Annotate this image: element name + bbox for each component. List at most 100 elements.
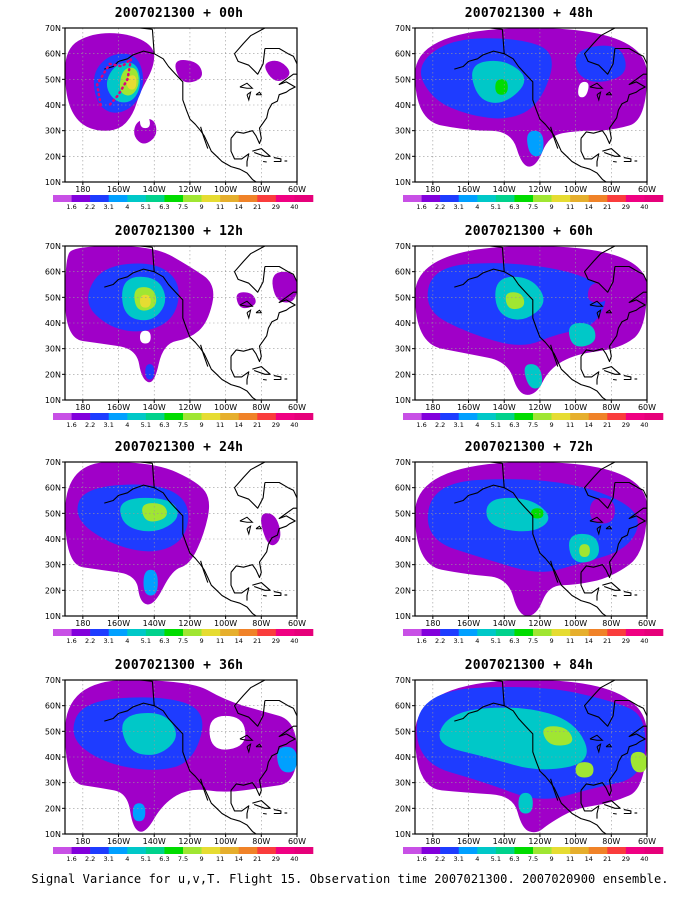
longitude-label: 160W xyxy=(457,837,480,844)
coastline xyxy=(602,800,621,809)
longitude-label: 120W xyxy=(178,185,201,192)
longitude-label: 120W xyxy=(178,403,201,410)
colorbar-label: 14 xyxy=(235,637,243,644)
longitude-label: 120W xyxy=(178,619,201,626)
longitude-label: 80W xyxy=(602,837,620,844)
coastline xyxy=(153,487,257,616)
colorbar-label: 29 xyxy=(272,421,280,428)
latitude-label: 20N xyxy=(45,586,61,595)
coastline xyxy=(454,247,505,288)
longitude-label: 60W xyxy=(638,403,656,410)
latitude-label: 70N xyxy=(395,24,411,33)
coastline xyxy=(583,246,616,293)
coastline xyxy=(233,680,266,727)
coastline xyxy=(104,246,153,248)
variance-contour xyxy=(587,283,610,303)
forecast-panel: 2007021300 + 84h 70N 60N 50N 40N 30N 20N 10N 180… xyxy=(379,652,679,862)
colorbar-label: 6.3 xyxy=(509,855,519,862)
longitude-label: 60W xyxy=(638,837,656,844)
variance-contour xyxy=(439,707,587,770)
flight-track xyxy=(95,55,133,107)
colorbar-label: 7.5 xyxy=(528,855,538,862)
coastline xyxy=(200,560,209,583)
longitude-label: 140W xyxy=(493,185,516,192)
variance-contour xyxy=(527,130,544,157)
colorbar-label: 5.1 xyxy=(491,637,501,644)
colorbar-label: 14 xyxy=(235,855,243,862)
longitude-label: 80W xyxy=(252,837,270,844)
longitude-label: 100W xyxy=(214,619,237,626)
longitude-label: 100W xyxy=(564,403,587,410)
colorbar-label: 14 xyxy=(585,855,593,862)
latitude-label: 10N xyxy=(395,178,411,187)
panel-title: 2007021300 + 48h xyxy=(464,6,594,21)
coastline xyxy=(104,463,155,504)
longitude-label: 120W xyxy=(528,403,551,410)
coastline xyxy=(104,247,155,288)
variance-contour xyxy=(175,59,203,83)
coastline xyxy=(583,680,616,727)
colorbar: 1.6 2.2 3.1 4 5.1 6.3 7.5 9 11 14 21 29 40 xyxy=(53,413,314,428)
coastline xyxy=(503,705,607,834)
longitude-label: 80W xyxy=(602,185,620,192)
coastline xyxy=(613,160,617,163)
colorbar-label: 3.1 xyxy=(104,637,114,644)
variance-contour xyxy=(575,762,594,778)
coastline xyxy=(252,148,271,157)
latitude-label: 30N xyxy=(45,127,61,136)
coastline xyxy=(550,126,559,149)
longitude-label: 140W xyxy=(143,185,166,192)
latitude-label: 40N xyxy=(395,753,411,762)
colorbar-label: 2.2 xyxy=(435,203,445,210)
colorbar-label: 7.5 xyxy=(178,203,188,210)
variance-contour xyxy=(126,75,137,90)
colorbar-label: 6.3 xyxy=(509,421,519,428)
latitude-label: 40N xyxy=(395,535,411,544)
figure-caption: Signal Variance for u,v,T. Flight 15. Ob… xyxy=(31,872,669,886)
latitude-label: 50N xyxy=(395,727,411,736)
coastline xyxy=(230,356,250,385)
colorbar-label: 6.3 xyxy=(509,637,519,644)
colorbar-label: 2.2 xyxy=(85,855,95,862)
coastline xyxy=(104,681,155,722)
forecast-panel: 2007021300 + 24h 70N 60N 50N 40N 30N 20N 10N 180… xyxy=(29,434,329,644)
variance-contour xyxy=(261,513,281,546)
colorbar-label: 11 xyxy=(566,421,574,428)
colorbar: 1.6 2.2 3.1 4 5.1 6.3 7.5 9 11 14 21 29 40 xyxy=(403,195,664,210)
latitude-label: 20N xyxy=(395,152,411,161)
longitude-label: 180 xyxy=(75,185,90,192)
colorbar: 1.6 2.2 3.1 4 5.1 6.3 7.5 9 11 14 21 29 40 xyxy=(403,413,664,428)
longitude-label: 80W xyxy=(602,403,620,410)
panel-title: 2007021300 + 00h xyxy=(114,6,244,21)
latitude-label: 50N xyxy=(395,293,411,302)
longitude-label: 180 xyxy=(75,403,90,410)
coastline xyxy=(580,481,647,579)
coastline xyxy=(200,344,209,367)
coastline xyxy=(230,481,297,579)
variance-map: 70N 60N 50N 40N 30N 20N 10N 180 160W 140W 120W 100W… xyxy=(45,24,306,192)
longitude-label: 80W xyxy=(252,619,270,626)
latitude-label: 10N xyxy=(45,612,61,621)
colorbar-label: 5.1 xyxy=(141,637,151,644)
colorbar-label: 21 xyxy=(253,421,261,428)
latitude-label: 20N xyxy=(45,152,61,161)
latitude-label: 30N xyxy=(395,127,411,136)
colorbar-label: 5.1 xyxy=(141,203,151,210)
coastline xyxy=(550,778,559,801)
latitude-label: 10N xyxy=(395,830,411,839)
colorbar-label: 2.2 xyxy=(85,421,95,428)
colorbar-label: 9 xyxy=(550,637,554,644)
latitude-label: 10N xyxy=(45,178,61,187)
colorbar-label: 5.1 xyxy=(141,421,151,428)
colorbar-label: 2.2 xyxy=(435,421,445,428)
longitude-label: 60W xyxy=(288,619,306,626)
latitude-label: 50N xyxy=(395,509,411,518)
variance-contour xyxy=(531,508,544,519)
colorbar-label: 9 xyxy=(550,203,554,210)
coastline xyxy=(252,800,271,809)
colorbar-label: 14 xyxy=(235,421,243,428)
latitude-label: 20N xyxy=(45,370,61,379)
coastline xyxy=(550,560,559,583)
latitude-label: 60N xyxy=(395,484,411,493)
longitude-label: 180 xyxy=(425,403,440,410)
